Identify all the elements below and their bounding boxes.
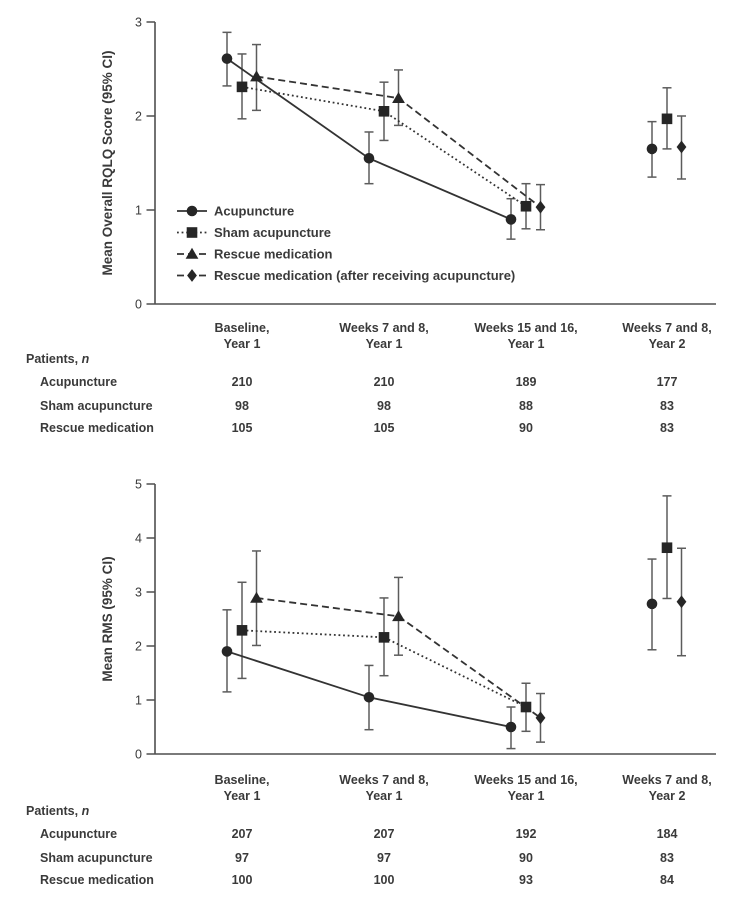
square-marker (661, 542, 673, 554)
legend-circle-marker (186, 205, 198, 217)
square-marker (661, 113, 673, 125)
table-column-header: Baseline, Year 1 (214, 773, 270, 803)
patient-count: 192 (515, 827, 537, 841)
y-tick-label: 1 (135, 693, 142, 707)
patient-count: 93 (519, 873, 533, 887)
legend-label: Rescue medication (214, 247, 333, 262)
circle-marker (505, 214, 517, 225)
triangle-marker (250, 70, 263, 82)
patient-count: 207 (231, 827, 253, 841)
table-column-header: Weeks 7 and 8, Year 2 (622, 321, 712, 351)
table-column-header: Weeks 7 and 8, Year 2 (622, 773, 712, 803)
rms-chart: 0 1 2 3 4 5 Mean RMS (95% CI) (100, 477, 716, 761)
patient-count: 100 (373, 873, 395, 887)
patient-count: 84 (660, 873, 674, 887)
square-marker (236, 625, 248, 636)
y-tick-label: 3 (135, 585, 142, 599)
legend-label: Sham acupuncture (214, 225, 331, 240)
circle-marker (221, 646, 233, 657)
y-tick-label: 1 (135, 203, 142, 217)
patients-n-label: Patients, n (26, 804, 90, 818)
circle-marker (505, 721, 517, 733)
patient-count: 97 (377, 851, 391, 865)
group-row-label: Sham acupuncture (40, 851, 153, 865)
patient-count: 83 (660, 421, 674, 435)
patient-count: 83 (660, 851, 674, 865)
square-marker (520, 200, 532, 212)
y-axis-title: Mean Overall RQLQ Score (95% CI) (100, 50, 115, 275)
patient-count: 97 (235, 851, 249, 865)
table-column-header: Weeks 15 and 16, Year 1 (474, 773, 578, 803)
patient-count: 98 (235, 399, 249, 413)
patient-count: 210 (231, 375, 253, 389)
patients-table-rqlq: Baseline, Year 1 Weeks 7 and 8, Year 1 Wee… (0, 320, 740, 460)
patients-n-italic: n (81, 352, 90, 366)
circle-marker (221, 53, 233, 64)
group-row-label: Rescue medication (40, 873, 154, 887)
dotted-series-line (241, 629, 527, 708)
circle-marker (363, 692, 375, 703)
y-tick-label: 4 (135, 531, 142, 545)
legend-diamond-marker (187, 269, 197, 282)
group-row-label: Sham acupuncture (40, 399, 153, 413)
patient-count: 90 (519, 421, 533, 435)
y-tick-label: 2 (135, 109, 142, 123)
circle-marker (646, 143, 658, 155)
y-tick-label: 3 (135, 15, 142, 29)
triangle-marker (392, 91, 405, 103)
patient-count: 83 (660, 399, 674, 413)
patient-count: 210 (373, 375, 395, 389)
table-column-header: Weeks 7 and 8, Year 1 (339, 321, 429, 351)
patient-count: 88 (519, 399, 533, 413)
circle-marker (363, 153, 375, 164)
group-row-label: Rescue medication (40, 421, 154, 435)
patient-count: 90 (519, 851, 533, 865)
table-column-header: Weeks 15 and 16, Year 1 (474, 321, 578, 351)
table-column-header: Baseline, Year 1 (214, 321, 270, 351)
patients-n-italic: n (81, 804, 90, 818)
y-tick-label: 0 (135, 747, 142, 761)
patient-count: 177 (656, 375, 678, 389)
legend-label: Rescue medication (after receiving acupu… (214, 268, 515, 283)
square-marker (378, 106, 390, 117)
y-tick-label: 5 (135, 477, 142, 491)
legend-square-marker (186, 227, 198, 238)
square-marker (378, 632, 390, 643)
patient-count: 105 (231, 421, 253, 435)
patient-count: 105 (373, 421, 395, 435)
patient-count: 184 (656, 827, 678, 841)
y-tick-label: 2 (135, 639, 142, 653)
diamond-marker (535, 711, 546, 725)
legend-triangle-marker (185, 247, 199, 259)
group-row-label: Acupuncture (40, 827, 118, 841)
patient-count: 189 (515, 375, 537, 389)
legend-label: Acupuncture (214, 204, 294, 219)
diamond-marker (676, 595, 687, 609)
square-marker (520, 701, 532, 713)
rqlq-chart: 0 1 2 3 Mean Overall RQLQ Score (95% CI) Acup… (100, 15, 716, 311)
diamond-marker (535, 200, 546, 214)
patients-table-rms: Baseline, Year 1 Weeks 7 and 8, Year 1 Wee… (0, 772, 740, 901)
circle-marker (646, 598, 658, 610)
square-marker (236, 81, 248, 93)
triangle-marker (250, 591, 263, 603)
patient-count: 98 (377, 399, 391, 413)
table-column-header: Weeks 7 and 8, Year 1 (339, 773, 429, 803)
patient-count: 100 (231, 873, 253, 887)
y-tick-label: 0 (135, 297, 142, 311)
group-row-label: Acupuncture (40, 375, 118, 389)
triangle-marker (392, 610, 405, 622)
diamond-marker (676, 140, 687, 154)
patients-n-label: Patients, n (26, 352, 90, 366)
y-axis-title: Mean RMS (95% CI) (100, 556, 115, 681)
patient-count: 207 (373, 827, 395, 841)
